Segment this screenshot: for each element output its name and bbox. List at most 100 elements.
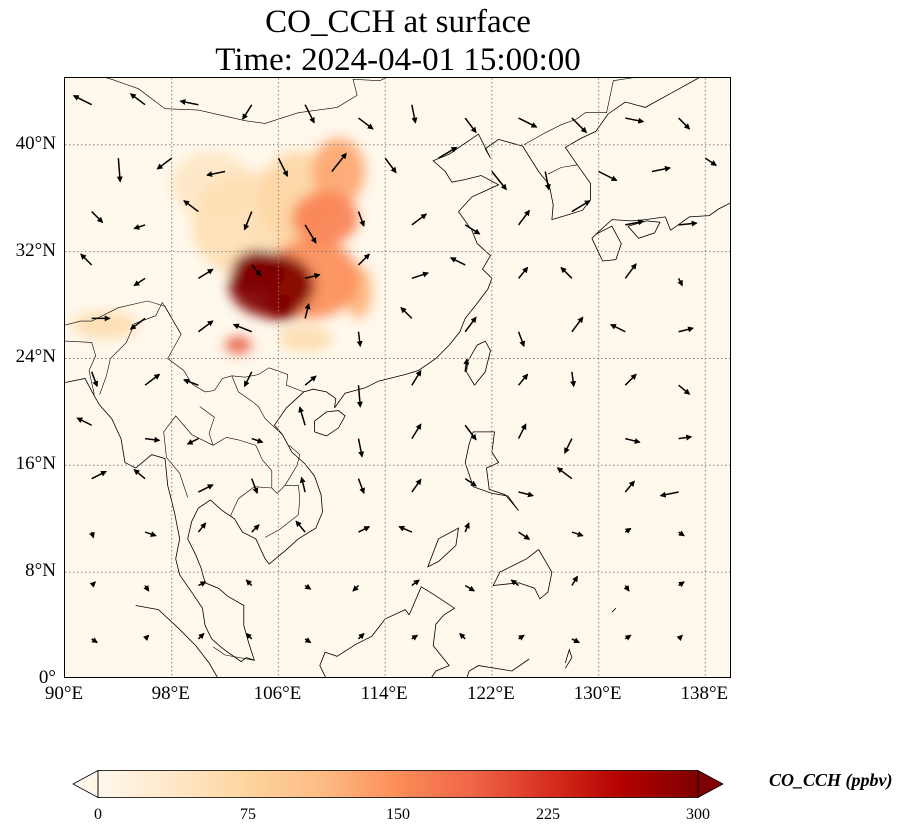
country-border: [212, 646, 255, 661]
colorbar-tick-label: 300: [686, 806, 710, 823]
wind-arrow: [356, 385, 363, 408]
coastline: [408, 586, 456, 677]
wind-arrow: [624, 263, 637, 279]
wind-arrow: [411, 369, 422, 386]
longitude-tick-label: 98°E: [151, 683, 190, 704]
coastline: [466, 658, 530, 677]
wind-arrow: [651, 165, 671, 173]
wind-arrow: [678, 530, 685, 537]
concentration-blob: [71, 311, 139, 339]
colorbar-tick-label: 75: [240, 806, 256, 823]
wind-arrow: [198, 268, 214, 279]
wind-arrow: [197, 522, 207, 533]
wind-arrow: [299, 476, 306, 493]
wind-arrow: [625, 219, 645, 226]
wind-arrow: [245, 579, 253, 587]
wind-arrow: [570, 371, 577, 388]
country-border: [105, 78, 387, 124]
latitude-tick-label: 40°N: [15, 132, 56, 154]
coastline: [464, 431, 519, 511]
wind-arrow: [517, 331, 526, 348]
wind-arrow: [76, 417, 93, 426]
wind-arrow: [571, 200, 591, 213]
colorbar-extend-high: [697, 770, 724, 798]
wind-arrow: [491, 171, 507, 191]
longitude-tick-label: 114°E: [360, 683, 408, 704]
wind-arrow: [459, 632, 466, 640]
wind-arrow: [133, 224, 146, 230]
wind-arrow: [352, 584, 360, 592]
wind-arrow: [89, 581, 96, 588]
wind-arrow: [556, 467, 573, 480]
wind-arrow: [400, 306, 413, 319]
wind-arrow: [358, 117, 374, 130]
wind-arrow: [198, 484, 214, 493]
colorbar: [72, 770, 724, 798]
wind-arrow: [624, 373, 637, 386]
wind-arrow: [518, 491, 534, 498]
wind-arrow: [518, 531, 531, 540]
wind-arrow: [144, 373, 161, 386]
concentration-blob: [291, 191, 359, 245]
concentration-blob: [311, 138, 366, 205]
colorbar-tick-label: 0: [94, 806, 102, 823]
wind-arrow: [517, 209, 530, 226]
country-border: [264, 498, 301, 538]
wind-arrow: [232, 323, 253, 333]
wind-arrow: [659, 491, 679, 498]
wind-arrow: [197, 632, 205, 640]
coastline: [466, 340, 491, 386]
country-border: [199, 406, 301, 499]
wind-arrow: [179, 99, 199, 106]
wind-arrow: [598, 170, 618, 182]
longitude-tick-label: 130°E: [573, 683, 622, 704]
concentration-field: [71, 138, 372, 354]
wind-arrow: [560, 266, 573, 279]
wind-arrow: [304, 273, 321, 280]
wind-arrow: [464, 117, 477, 134]
coastline: [314, 410, 346, 437]
longitude-tick-label: 90°E: [44, 683, 84, 704]
wind-arrow: [518, 634, 525, 641]
coastline: [427, 527, 460, 568]
wind-arrow: [251, 524, 260, 533]
map-canvas: [65, 78, 730, 677]
wind-arrow: [464, 522, 470, 533]
coastline: [492, 549, 553, 600]
latitude-tick-label: 24°N: [15, 346, 56, 368]
coastline: [564, 648, 573, 669]
wind-arrow: [411, 104, 418, 124]
wind-arrow: [357, 632, 365, 640]
wind-arrow: [304, 303, 311, 319]
map-panel: [64, 77, 731, 678]
wind-arrow: [518, 117, 538, 128]
concentration-blob: [231, 250, 286, 294]
wind-arrow: [571, 117, 588, 134]
wind-arrow: [251, 478, 259, 495]
wind-arrow: [571, 637, 581, 644]
map-time-subtitle: Time: 2024-04-01 15:00:00: [215, 42, 581, 78]
map-title: CO_CCH at surface: [265, 4, 531, 40]
country-border: [65, 300, 182, 335]
longitude-tick-label: 138°E: [680, 683, 729, 704]
wind-arrow: [571, 575, 578, 586]
country-border: [523, 78, 634, 146]
colorbar-tick-label: 225: [536, 806, 560, 823]
country-border: [284, 445, 301, 486]
colorbar-gradient: [98, 770, 698, 798]
wind-arrow: [357, 438, 365, 458]
country-border: [547, 164, 578, 175]
wind-arrow: [357, 211, 365, 227]
wind-arrow: [129, 93, 146, 106]
coastline: [65, 78, 699, 663]
coastline: [611, 607, 617, 613]
wind-arrow: [245, 632, 253, 640]
wind-arrow: [206, 170, 226, 178]
wind-arrow: [144, 436, 161, 443]
wind-arrow: [251, 437, 264, 444]
wind-arrow: [298, 406, 306, 426]
wind-arrow: [571, 531, 584, 537]
wind-arrow: [678, 326, 695, 333]
wind-arrow: [678, 434, 693, 441]
latitude-tick-label: 8°N: [25, 560, 56, 582]
